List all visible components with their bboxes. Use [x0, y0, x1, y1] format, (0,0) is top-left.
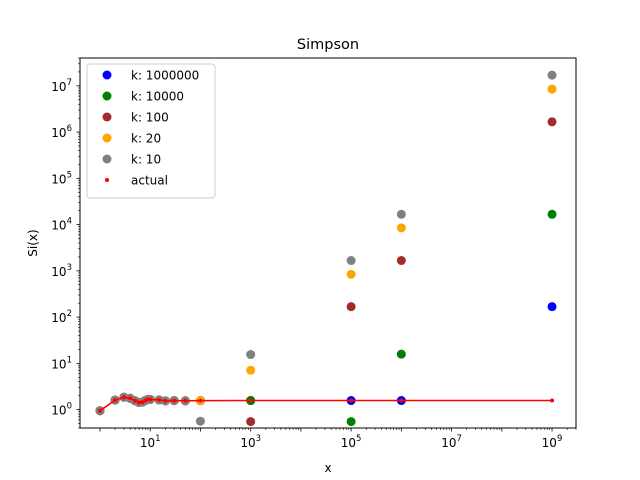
legend-label: actual: [131, 174, 168, 188]
x-tick-label: 101: [140, 434, 161, 450]
y-tick-label: 104: [51, 217, 72, 233]
data-point-actual: [248, 398, 253, 403]
data-point-k-20: [547, 84, 557, 94]
legend-marker-k-100: [102, 112, 112, 122]
data-point-k-100: [547, 117, 557, 127]
data-point-k-10: [195, 416, 205, 426]
data-point-k-10: [547, 70, 557, 80]
data-point-k-100: [396, 256, 406, 266]
x-tick-label: 107: [441, 434, 462, 450]
legend-box: [86, 63, 216, 199]
data-point-k-10: [396, 209, 406, 219]
legend-label: k: 10: [131, 153, 161, 167]
data-point-k-10000: [346, 417, 356, 427]
legend-marker-actual: [105, 178, 109, 182]
data-point-k-100: [246, 417, 256, 427]
y-axis-label: Si(x): [26, 229, 40, 256]
y-tick-label: 100: [51, 402, 72, 418]
data-point-k-100: [346, 302, 356, 312]
data-point-k-1000000: [547, 302, 557, 312]
x-axis-label: x: [324, 461, 331, 475]
x-tick-label: 109: [542, 434, 563, 450]
legend: k: 1000000 k: 10000 k: 100 k: 20 k: 10 actual: [86, 63, 216, 199]
data-point-k-10000: [396, 349, 406, 359]
plot-area: [95, 70, 557, 427]
data-point-actual: [157, 397, 162, 402]
legend-label: k: 1000000: [131, 69, 199, 83]
legend-marker-k-10: [102, 154, 112, 164]
data-point-actual: [198, 398, 203, 403]
x-tick-label: 105: [341, 434, 362, 450]
data-point-actual: [137, 400, 142, 405]
data-point-k-10: [346, 256, 356, 266]
y-tick-label: 107: [51, 78, 72, 94]
data-point-actual: [183, 398, 188, 403]
legend-label: k: 20: [131, 132, 161, 146]
legend-label: k: 100: [131, 111, 169, 125]
legend-marker-k-10000: [102, 91, 112, 101]
y-axis: 100 101 102 103 104 105 106 107: [51, 57, 80, 429]
legend-label: k: 10000: [131, 90, 184, 104]
data-point-k-20: [346, 269, 356, 279]
data-point-k-10000: [547, 209, 557, 219]
data-point-k-20: [396, 223, 406, 233]
y-tick-label: 106: [51, 124, 72, 140]
data-point-actual: [163, 398, 168, 403]
y-tick-label: 103: [51, 263, 72, 279]
data-point-actual: [349, 398, 354, 403]
data-point-actual: [97, 408, 102, 413]
data-point-actual: [550, 398, 555, 403]
data-point-actual: [113, 398, 118, 403]
y-tick-label: 102: [51, 309, 72, 325]
data-point-k-10: [246, 350, 256, 360]
y-tick-label: 105: [51, 170, 72, 186]
data-point-actual: [172, 398, 177, 403]
data-point-actual: [399, 398, 404, 403]
data-point-actual: [148, 397, 153, 402]
data-point-actual: [128, 396, 133, 401]
y-tick-label: 101: [51, 355, 72, 371]
x-axis: 101 103 105 107 109: [99, 428, 577, 450]
data-point-actual: [121, 395, 126, 400]
chart-title: Simpson: [297, 37, 359, 53]
legend-marker-k-20: [102, 133, 112, 143]
data-point-actual: [133, 398, 138, 403]
x-tick-label: 103: [240, 434, 261, 450]
legend-marker-k-1000000: [102, 70, 112, 80]
data-point-k-20: [246, 365, 256, 375]
